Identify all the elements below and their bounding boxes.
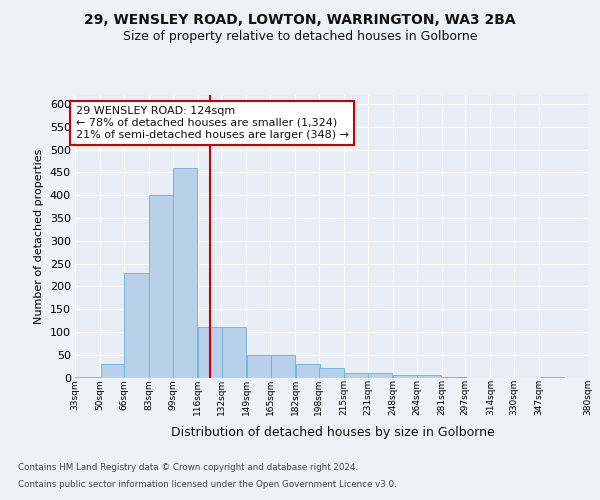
Bar [222, 328, 246, 378]
Bar [149, 195, 173, 378]
Bar [296, 364, 320, 378]
Bar [198, 328, 223, 378]
Bar [271, 354, 295, 378]
Bar [393, 375, 418, 378]
Bar [319, 368, 344, 378]
Bar [173, 168, 197, 378]
Y-axis label: Number of detached properties: Number of detached properties [34, 148, 44, 324]
Bar [344, 373, 369, 378]
Text: Size of property relative to detached houses in Golborne: Size of property relative to detached ho… [123, 30, 477, 43]
Text: Contains public sector information licensed under the Open Government Licence v3: Contains public sector information licen… [18, 480, 397, 489]
Text: Contains HM Land Registry data © Crown copyright and database right 2024.: Contains HM Land Registry data © Crown c… [18, 464, 358, 472]
Text: 29 WENSLEY ROAD: 124sqm
← 78% of detached houses are smaller (1,324)
21% of semi: 29 WENSLEY ROAD: 124sqm ← 78% of detache… [76, 106, 349, 140]
Text: Distribution of detached houses by size in Golborne: Distribution of detached houses by size … [171, 426, 495, 439]
Bar [368, 373, 392, 378]
Text: 29, WENSLEY ROAD, LOWTON, WARRINGTON, WA3 2BA: 29, WENSLEY ROAD, LOWTON, WARRINGTON, WA… [84, 12, 516, 26]
Bar [101, 364, 125, 378]
Bar [417, 375, 441, 378]
Bar [124, 272, 149, 378]
Bar [247, 354, 271, 378]
